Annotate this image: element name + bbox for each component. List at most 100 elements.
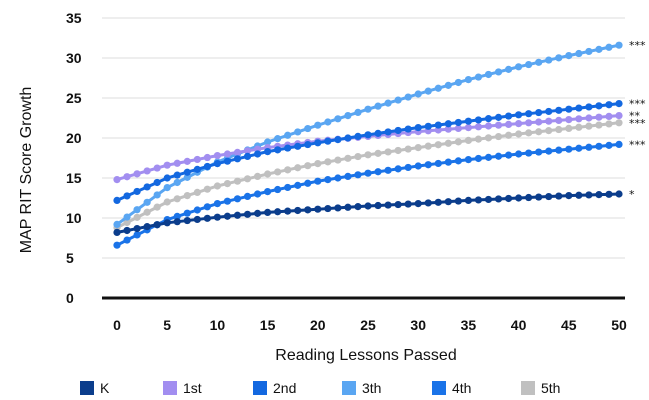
data-point: [264, 188, 272, 196]
data-point: [374, 102, 382, 110]
data-point: [233, 211, 242, 219]
data-point: [494, 152, 503, 160]
data-point: [324, 204, 332, 213]
data-point: [464, 196, 472, 204]
data-point: [555, 54, 563, 62]
data-point: [414, 90, 422, 98]
legend-item-3th: 3th: [342, 380, 381, 396]
data-point: [454, 157, 462, 165]
data-point: [193, 188, 201, 196]
data-point: [213, 152, 221, 160]
data-point: [555, 192, 563, 200]
data-point: [113, 228, 121, 236]
data-point: [344, 172, 352, 180]
data-point: [364, 202, 372, 210]
data-point: [394, 96, 402, 104]
data-point: [334, 136, 342, 144]
data-point: [585, 47, 593, 56]
data-point: [605, 112, 613, 120]
data-point: [484, 70, 493, 79]
data-point: [444, 120, 452, 128]
data-point: [555, 146, 563, 154]
data-point: [404, 93, 412, 101]
data-point: [605, 190, 613, 198]
y-tick-label: 20: [66, 130, 82, 146]
series-4th: [113, 140, 623, 249]
data-point: [525, 149, 533, 157]
data-point: [414, 200, 422, 208]
data-point: [444, 125, 452, 133]
data-point: [414, 144, 422, 152]
data-point: [334, 115, 342, 123]
data-point: [243, 147, 252, 155]
data-point: [314, 177, 322, 185]
data-point: [213, 160, 221, 168]
data-point: [153, 191, 161, 199]
x-tick-label: 45: [561, 317, 577, 333]
data-point: [504, 112, 513, 120]
data-point: [404, 145, 412, 153]
y-tick-label: 30: [66, 50, 82, 66]
data-point: [545, 107, 553, 116]
data-point: [143, 183, 151, 191]
data-point: [213, 182, 221, 190]
data-point: [444, 139, 452, 147]
data-point: [173, 178, 181, 187]
data-point: [565, 124, 573, 132]
data-point: [374, 168, 382, 176]
data-point: [324, 118, 332, 126]
legend-label: 2nd: [273, 380, 296, 396]
legend-label: 3th: [362, 380, 381, 396]
data-point: [595, 142, 603, 150]
data-point: [494, 195, 503, 203]
data-point: [324, 137, 332, 145]
data-point: [474, 73, 483, 81]
data-point: [354, 108, 362, 116]
data-point: [575, 123, 583, 131]
data-point: [163, 198, 171, 206]
data-point: [484, 115, 493, 123]
data-point: [304, 179, 312, 187]
data-point: [264, 138, 272, 146]
data-point: [484, 134, 493, 142]
data-point: [605, 43, 613, 51]
data-point: [253, 172, 262, 180]
data-point: [294, 142, 302, 150]
data-point: [374, 201, 382, 210]
data-point: [394, 200, 402, 209]
data-point: [364, 151, 372, 159]
data-point: [515, 63, 523, 71]
data-point: [565, 192, 573, 200]
data-point: [153, 178, 161, 187]
x-tick-label: 50: [611, 317, 627, 333]
data-point: [223, 197, 232, 205]
data-point: [274, 146, 282, 154]
significance-labels: ***************: [629, 39, 646, 201]
x-tick-label: 10: [210, 317, 226, 333]
data-point: [494, 121, 503, 129]
legend-item-5th: 5th: [521, 380, 560, 396]
data-point: [424, 87, 432, 95]
data-point: [133, 224, 141, 233]
data-point: [555, 125, 563, 134]
x-tick-label: 0: [113, 317, 121, 333]
data-point: [585, 143, 593, 151]
data-point: [133, 187, 141, 196]
data-point: [605, 141, 613, 149]
data-point: [274, 168, 282, 176]
data-point: [344, 134, 352, 142]
y-tick-label: 0: [66, 290, 74, 306]
data-point: [615, 119, 623, 127]
data-point: [474, 154, 483, 163]
data-point: [264, 208, 272, 216]
data-point: [354, 132, 362, 140]
legend-swatch: [253, 381, 267, 395]
data-point: [113, 176, 121, 184]
data-point: [153, 221, 161, 229]
legend-swatch: [342, 381, 356, 395]
data-point: [123, 213, 131, 221]
legend-label: K: [100, 380, 110, 396]
data-point: [474, 123, 483, 131]
data-point: [314, 121, 322, 129]
